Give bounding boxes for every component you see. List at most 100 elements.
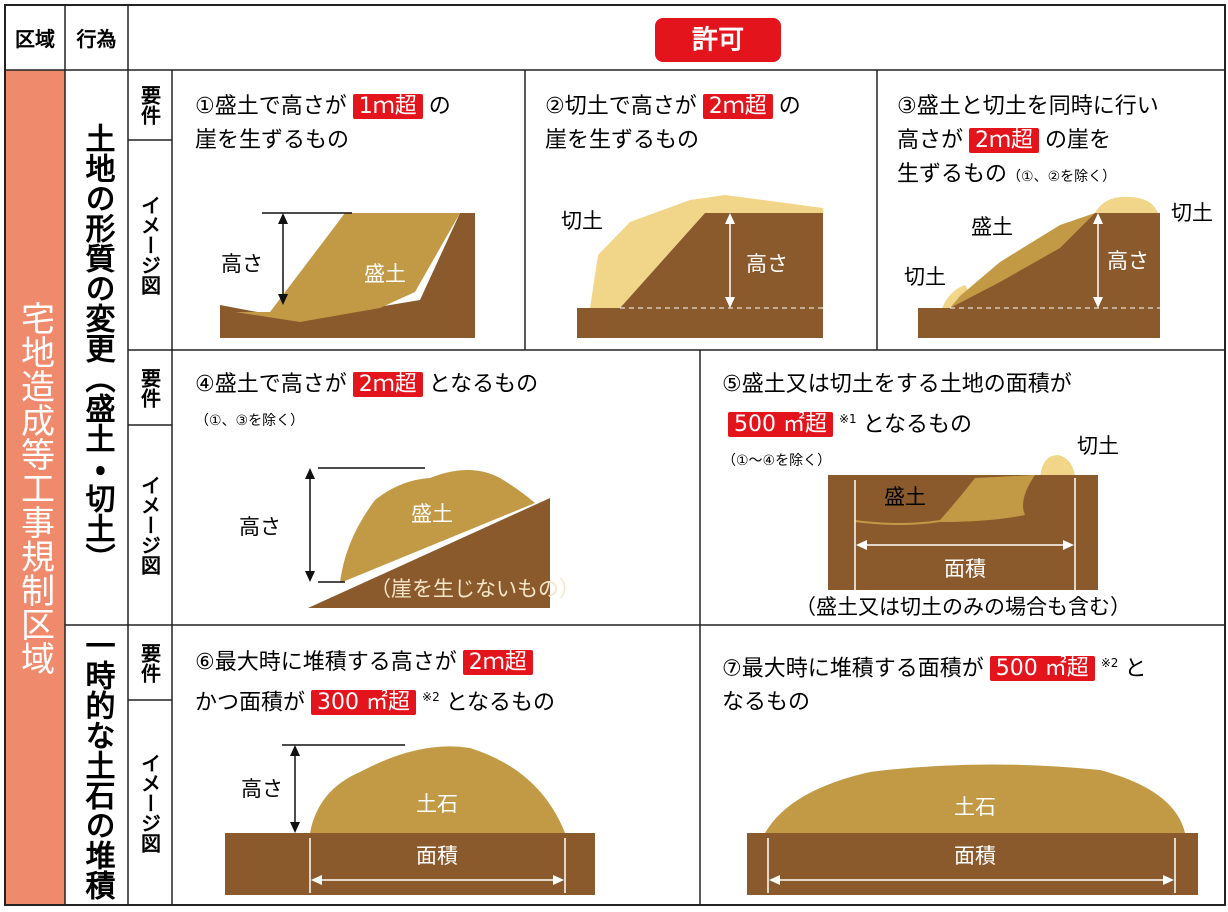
image-label: イメージ図 xyxy=(137,752,162,853)
text-line: なるもの xyxy=(722,686,1146,720)
text-segment: となるもの xyxy=(862,412,973,438)
text-segment: ③盛土と切土を同時に行い xyxy=(897,94,1159,119)
text-segment: ⑦最大時に堆積する面積が xyxy=(722,656,984,682)
header-action: 行為 xyxy=(76,27,117,51)
diagram-label: 面積 xyxy=(416,844,458,868)
illustration-5: 切土 盛土 面積 （盛土又は切土のみの場合も含む） xyxy=(795,434,1131,619)
text-segment: となるもの xyxy=(428,372,539,397)
text-line: （①～④を除く） xyxy=(722,442,1072,478)
diagram-label: 土石 xyxy=(954,795,996,819)
text-segment: の xyxy=(428,94,451,119)
text-line: 崖を生ずるもの xyxy=(545,124,801,158)
diagram-label: 盛土 xyxy=(971,215,1013,239)
exclusion-note: （①、②を除く） xyxy=(1007,169,1117,185)
diagram-label: 高さ xyxy=(221,252,263,276)
threshold-highlight: 2ｍ超 xyxy=(462,650,533,675)
text-segment: 崖を生ずるもの xyxy=(195,128,350,153)
text-segment: ⑤盛土又は切土をする土地の面積が xyxy=(722,372,1072,397)
diagram-label: 土石 xyxy=(416,792,458,816)
requirement-label: 要件 xyxy=(137,642,162,683)
illustration-3: 盛土 切土 切土 高さ xyxy=(904,196,1213,338)
exclusion-note: （①、③を除く） xyxy=(195,413,305,429)
threshold-highlight: 2ｍ超 xyxy=(969,128,1040,153)
diagram-label: （崖を生じないもの） xyxy=(370,577,580,601)
diagram-label: 切土 xyxy=(561,209,603,233)
threshold-highlight: 2ｍ超 xyxy=(702,94,773,119)
text-line: 500 ㎡超 ※1 となるもの xyxy=(722,402,1072,442)
text-line: （①、③を除く） xyxy=(195,402,538,438)
text-segment: なるもの xyxy=(722,690,811,716)
threshold-highlight: 500 ㎡超 xyxy=(728,412,833,438)
text-line: かつ面積が 300 ㎡超 ※2 となるもの xyxy=(195,680,555,720)
diagram-label: 切土 xyxy=(1171,201,1213,225)
diagram-label: 高さ xyxy=(241,777,283,801)
text-segment: ⑥最大時に堆積する高さが xyxy=(195,650,457,675)
diagram-label: 盛土 xyxy=(364,262,406,286)
diagram-label: 高さ xyxy=(746,252,788,276)
threshold-highlight: 2ｍ超 xyxy=(352,372,423,397)
text-line: 崖を生ずるもの xyxy=(195,124,451,158)
text-segment: 崖を生ずるもの xyxy=(545,128,700,153)
requirement-text: ④盛土で高さが 2ｍ超 となるもの （①、③を除く） xyxy=(195,368,538,438)
threshold-highlight: 300 ㎡超 xyxy=(311,690,417,716)
illustration-6: 高さ 土石 面積 xyxy=(225,744,595,895)
requirement-text: ①盛土で高さが 1ｍ超の崖を生ずるもの xyxy=(195,90,451,158)
region-band xyxy=(5,70,65,905)
text-segment: となるもの xyxy=(445,690,556,716)
diagram-label: 切土 xyxy=(904,265,946,289)
text-segment: 生ずるもの xyxy=(897,162,1008,187)
requirement-text: ②切土で高さが 2ｍ超の崖を生ずるもの xyxy=(545,90,801,158)
text-segment: ④盛土で高さが xyxy=(195,372,347,397)
text-line: ⑥最大時に堆積する高さが 2ｍ超 xyxy=(195,646,555,680)
footnote-mark: ※2 xyxy=(422,690,440,704)
text-line: ③盛土と切土を同時に行い xyxy=(897,90,1159,124)
text-line: ⑦最大時に堆積する面積が 500 ㎡超 ※2 と xyxy=(722,646,1146,686)
footnote-mark: ※2 xyxy=(1100,656,1119,670)
illustration-7: 土石 面積 xyxy=(747,764,1198,895)
permission-badge xyxy=(655,18,781,62)
text-segment: ①盛土で高さが xyxy=(195,94,347,119)
text-segment: かつ面積が xyxy=(195,690,306,716)
text-segment: の崖を xyxy=(1045,128,1112,153)
threshold-highlight: 1ｍ超 xyxy=(352,94,423,119)
group-label: 一時的な土石の堆積 xyxy=(79,630,115,900)
text-line: 生ずるもの（①、②を除く） xyxy=(897,158,1159,194)
diagram-label: 面積 xyxy=(944,557,986,581)
requirement-label: 要件 xyxy=(137,85,162,125)
text-line: 高さが 2ｍ超 の崖を xyxy=(897,124,1159,158)
header-area: 区域 xyxy=(15,27,55,51)
requirement-text: ⑤盛土又は切土をする土地の面積が 500 ㎡超 ※1 となるもの （①～④を除く） xyxy=(722,368,1072,478)
requirement-text: ⑦最大時に堆積する面積が 500 ㎡超 ※2 となるもの xyxy=(722,646,1146,720)
permission-title: 許可 xyxy=(692,25,744,56)
text-segment: と xyxy=(1124,656,1147,682)
diagram-label: （盛土又は切土のみの場合も含む） xyxy=(795,595,1131,619)
text-segment: 高さが xyxy=(897,128,964,153)
diagram-label: 面積 xyxy=(954,844,996,868)
requirement-text: ③盛土と切土を同時に行い 高さが 2ｍ超 の崖を 生ずるもの（①、②を除く） xyxy=(897,90,1159,194)
text-line: ④盛土で高さが 2ｍ超 となるもの xyxy=(195,368,538,402)
image-label: イメージ図 xyxy=(137,475,162,575)
requirement-text: ⑥最大時に堆積する高さが 2ｍ超かつ面積が 300 ㎡超 ※2 となるもの xyxy=(195,646,555,720)
text-line: ⑤盛土又は切土をする土地の面積が xyxy=(722,368,1072,402)
illustration-2: 切土 高さ xyxy=(561,195,823,338)
footnote-mark: ※1 xyxy=(839,412,857,426)
text-line: ②切土で高さが 2ｍ超の xyxy=(545,90,801,124)
illustration-4: 高さ 盛土 （崖を生じないもの） xyxy=(239,467,580,608)
text-segment: ②切土で高さが xyxy=(545,94,697,119)
exclusion-note: （①～④を除く） xyxy=(722,453,832,470)
requirement-label: 要件 xyxy=(137,367,162,408)
region-label: 宅地造成等工事規制区域 xyxy=(14,300,55,675)
image-label: イメージ図 xyxy=(137,195,162,295)
diagram-label: 切土 xyxy=(1077,434,1119,458)
group-label: 土地の形質の変更（盛土・切土） xyxy=(79,122,115,573)
diagram-label: 高さ xyxy=(1107,249,1149,273)
diagram-label: 盛土 xyxy=(411,502,453,526)
diagram-label: 盛土 xyxy=(884,485,926,509)
text-line: ①盛土で高さが 1ｍ超の xyxy=(195,90,451,124)
threshold-highlight: 500 ㎡超 xyxy=(989,656,1095,682)
diagram-label: 高さ xyxy=(239,515,281,539)
illustration-1: 高さ 盛土 xyxy=(220,212,475,338)
text-segment: の xyxy=(778,94,801,119)
